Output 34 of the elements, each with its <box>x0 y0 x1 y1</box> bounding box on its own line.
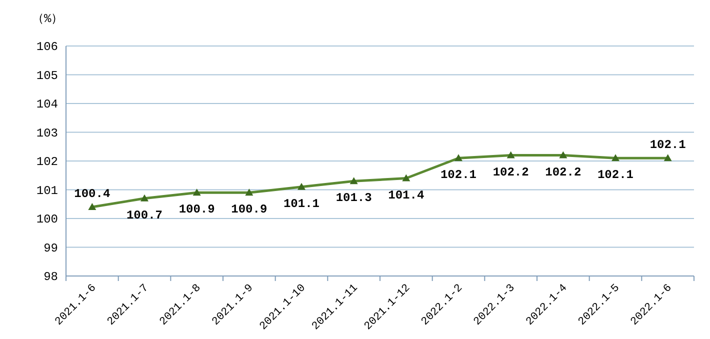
y-tick-label: 100 <box>36 212 58 226</box>
y-tick-label: 102 <box>36 155 58 169</box>
point <box>664 154 672 162</box>
point <box>298 182 306 190</box>
y-tick-label: 101 <box>36 184 58 198</box>
y-tick-label: 99 <box>44 241 58 256</box>
data-label: 102.1 <box>440 168 477 182</box>
point <box>506 151 515 158</box>
point <box>350 177 358 184</box>
point <box>612 154 620 162</box>
data-label: 102.2 <box>545 165 582 180</box>
data-label: 101.1 <box>283 196 320 211</box>
data-label: 101.3 <box>336 191 372 206</box>
y-tick-label: 98 <box>44 270 58 284</box>
point <box>454 154 462 162</box>
point <box>192 188 201 196</box>
data-label: 100.9 <box>231 202 268 217</box>
point <box>140 194 148 202</box>
data-label: 102.2 <box>492 165 529 180</box>
y-tick-label: 103 <box>36 126 58 140</box>
data-label: 102.1 <box>597 168 634 182</box>
data-label: 100.4 <box>74 187 110 201</box>
data-label: 100.7 <box>126 208 163 222</box>
y-tick-label: 105 <box>36 68 58 83</box>
y-tick-label: 104 <box>36 98 58 112</box>
data-label: 100.9 <box>178 202 215 217</box>
y-axis-title: （%） <box>32 12 64 26</box>
point <box>559 151 568 158</box>
point <box>88 203 96 210</box>
data-label: 102.1 <box>650 138 686 152</box>
point <box>402 174 410 182</box>
y-tick-label: 106 <box>36 40 58 54</box>
data-label: 101.4 <box>388 188 424 202</box>
point <box>245 188 254 196</box>
